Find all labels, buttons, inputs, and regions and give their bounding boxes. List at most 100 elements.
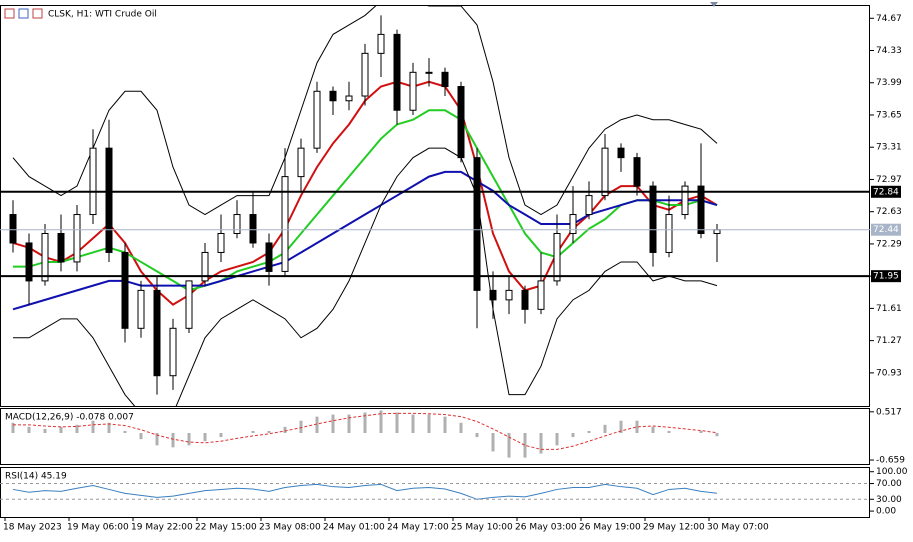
candle-body — [441, 71, 449, 88]
y-tick-label: 74.67 — [876, 14, 902, 24]
candle-body — [313, 90, 321, 149]
candle-body — [281, 176, 289, 272]
candle-body — [41, 232, 49, 282]
pane-plot — [9, 5, 721, 407]
y-tick-label: 71.27 — [876, 336, 902, 346]
candle-body — [553, 232, 561, 282]
candle-body — [585, 195, 593, 216]
indicator-line — [12, 5, 718, 216]
level-label: 71.95 — [873, 272, 899, 282]
x-tick-label: 26 May 19:00 — [579, 523, 641, 533]
candle-body — [73, 214, 81, 263]
candle-body — [361, 52, 369, 97]
y-tick-label: 71.61 — [876, 304, 902, 314]
y-tick-label: 72.63 — [876, 207, 902, 217]
x-tick-label: 24 May 17:00 — [387, 523, 449, 533]
candle-body — [297, 147, 305, 178]
candle-body — [217, 232, 225, 253]
y-tick-label: 72.97 — [876, 175, 902, 185]
y-tick-label: 73.99 — [876, 78, 902, 88]
candle-body — [537, 280, 545, 310]
x-tick-label: 30 May 07:00 — [707, 523, 769, 533]
candle-body — [169, 327, 177, 377]
current-price-bg — [871, 223, 901, 236]
candle-body — [265, 242, 273, 272]
candle-body — [681, 185, 689, 216]
candle-body — [25, 242, 33, 282]
candle-body — [185, 280, 193, 329]
x-tick-label: 26 May 03:00 — [515, 523, 577, 533]
candle-body — [457, 86, 465, 159]
indicator-line — [13, 412, 718, 450]
scroll-marker — [710, 2, 718, 7]
icon[interactable] — [18, 8, 29, 19]
indicator-line — [12, 170, 718, 311]
x-tick-label: 19 May 22:00 — [131, 523, 193, 533]
y-tick-label: 0.517 — [876, 407, 902, 417]
candle-body — [521, 289, 529, 310]
y-tick-label: -0.659 — [876, 456, 905, 466]
candle-body — [393, 33, 401, 111]
pane-plot — [11, 410, 719, 458]
pane-plot — [12, 483, 718, 500]
x-tick-label: 24 May 01:00 — [323, 523, 385, 533]
candle-body — [233, 214, 241, 234]
macd-pane-frame — [0, 408, 870, 465]
candle-body — [137, 289, 145, 329]
icon[interactable] — [32, 8, 43, 19]
pane-title: MACD(12,26,9) -0.078 0.007 — [5, 413, 134, 423]
x-tick-label: 22 May 15:00 — [195, 523, 257, 533]
candle-body — [9, 214, 17, 244]
candle-body — [89, 147, 97, 216]
candle-body — [329, 90, 337, 102]
y-tick-label: 30.00 — [876, 495, 902, 505]
y-tick-label: 73.31 — [876, 143, 902, 153]
level-label-bg — [871, 270, 901, 283]
y-tick-label: 70.93 — [876, 368, 902, 378]
candle-body — [489, 289, 497, 301]
candle-body — [473, 157, 481, 291]
candle-body — [601, 147, 609, 197]
candle-body — [617, 147, 625, 159]
candle-body — [201, 251, 209, 282]
indicator-line — [13, 147, 718, 407]
y-tick-label: 72.29 — [876, 239, 902, 249]
candle-body — [249, 214, 257, 244]
x-tick-label: 19 May 06:00 — [67, 523, 129, 533]
candle-body — [409, 71, 417, 111]
candle-body — [505, 289, 513, 301]
icon[interactable] — [4, 8, 15, 19]
candle-body — [649, 185, 657, 253]
x-tick-label: 23 May 08:00 — [259, 523, 321, 533]
pane-title: RSI(14) 45.19 — [5, 472, 67, 482]
x-tick-label: 25 May 10:00 — [451, 523, 513, 533]
candle-body — [697, 185, 705, 234]
x-tick-label: 29 May 12:00 — [643, 523, 705, 533]
level-label: 72.84 — [873, 187, 899, 197]
candle-body — [713, 229, 721, 234]
candle-body — [121, 251, 129, 329]
y-tick-label: 73.65 — [876, 110, 902, 120]
candle-body — [633, 157, 641, 187]
candle-body — [153, 289, 161, 377]
indicator-line — [12, 483, 718, 500]
y-tick-label: 0.00 — [876, 507, 896, 517]
y-tick-label: 70.00 — [876, 479, 902, 489]
header-icons[interactable] — [4, 8, 43, 19]
x-tick-label: 18 May 2023 — [3, 523, 62, 533]
candle-body — [57, 232, 65, 263]
pane-title: CLSK, H1: WTI Crude Oil — [48, 10, 157, 20]
current-price-label: 72.44 — [873, 225, 899, 235]
y-tick-label: 74.33 — [876, 46, 902, 56]
y-tick-label: 100.00 — [876, 467, 908, 477]
candle-body — [105, 147, 113, 253]
indicator-line — [13, 109, 718, 292]
candle-body — [425, 71, 433, 74]
level-label-bg — [871, 185, 901, 198]
rsi-pane-frame — [0, 467, 870, 518]
candle-body — [345, 95, 353, 102]
candle-body — [665, 214, 673, 253]
candle-body — [569, 214, 577, 234]
